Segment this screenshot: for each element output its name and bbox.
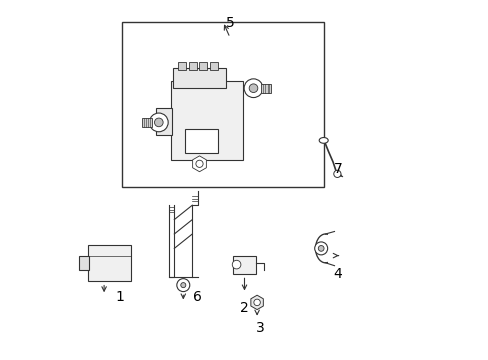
- Text: 7: 7: [333, 162, 342, 176]
- Circle shape: [181, 283, 185, 288]
- Circle shape: [249, 84, 257, 93]
- Bar: [170, 81, 242, 160]
- Text: 1: 1: [116, 290, 124, 304]
- Circle shape: [177, 279, 189, 292]
- Bar: [172, 68, 226, 88]
- Bar: [232, 256, 256, 274]
- Text: 4: 4: [333, 267, 342, 280]
- Bar: [142, 118, 152, 127]
- Circle shape: [154, 118, 163, 127]
- Text: 2: 2: [240, 301, 248, 315]
- Circle shape: [196, 160, 203, 167]
- Bar: [261, 84, 270, 93]
- Bar: [88, 245, 131, 281]
- Bar: [199, 62, 207, 70]
- Bar: [122, 22, 323, 187]
- Bar: [156, 108, 172, 135]
- Circle shape: [149, 113, 168, 132]
- Circle shape: [314, 242, 327, 255]
- Ellipse shape: [319, 138, 327, 143]
- Circle shape: [318, 246, 324, 251]
- Bar: [188, 62, 196, 70]
- Bar: [210, 62, 218, 70]
- Circle shape: [232, 260, 241, 269]
- Circle shape: [244, 79, 263, 98]
- Text: 3: 3: [256, 321, 264, 334]
- Circle shape: [333, 170, 340, 177]
- Circle shape: [253, 299, 260, 306]
- Bar: [79, 256, 89, 270]
- Bar: [185, 129, 217, 153]
- Text: 5: 5: [225, 17, 234, 30]
- Text: 6: 6: [193, 290, 202, 304]
- Bar: [178, 62, 185, 70]
